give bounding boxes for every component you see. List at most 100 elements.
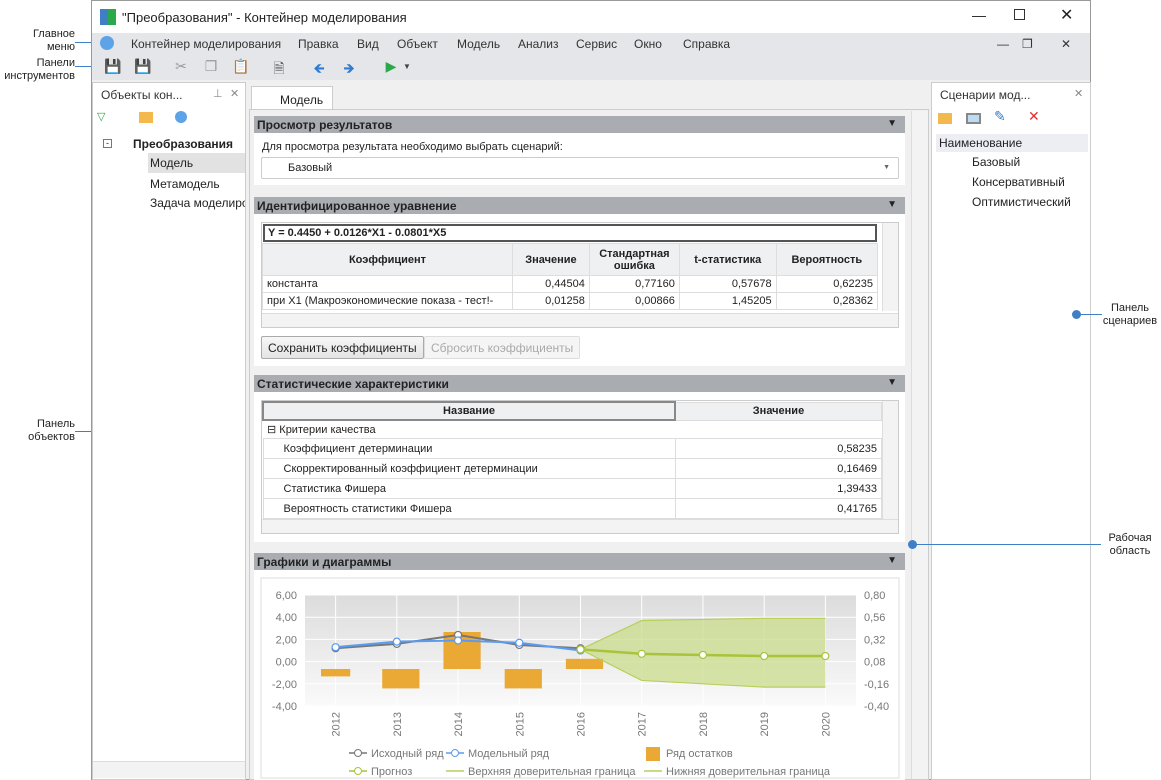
- cell: 1,45205: [678, 292, 777, 310]
- table-row[interactable]: Статистика Фишера 1,39433: [262, 478, 882, 499]
- mdi-restore-button[interactable]: ❐: [1022, 37, 1033, 51]
- save-all-icon[interactable]: 💾: [134, 58, 152, 74]
- menu-item[interactable]: Объект: [397, 37, 438, 51]
- table-row[interactable]: Вероятность статистики Фишера 0,41765: [262, 498, 882, 519]
- tree-item-task[interactable]: Задача моделиро: [150, 196, 245, 210]
- column-header-name[interactable]: Наименование: [936, 134, 1088, 152]
- scenario-select[interactable]: Базовый ▼: [261, 157, 899, 179]
- folder-icon[interactable]: [139, 112, 153, 123]
- charts-section-header[interactable]: Графики и диаграммы ▼: [254, 553, 905, 570]
- tree-collapse-icon[interactable]: -: [103, 139, 112, 148]
- annotation-line: [916, 544, 1101, 545]
- tree-item-metamodel[interactable]: Метамодель: [150, 177, 220, 191]
- legend-label: Нижняя доверительная граница: [666, 766, 831, 778]
- menu-item[interactable]: Окно: [634, 37, 662, 51]
- equation-section-header[interactable]: Идентифицированное уравнение ▼: [254, 197, 905, 214]
- cell: Статистика Фишера: [262, 478, 676, 499]
- mdi-close-button[interactable]: ✕: [1061, 37, 1072, 51]
- edit-icon[interactable]: ✎: [994, 108, 1006, 124]
- collapse-icon[interactable]: ⊟: [267, 424, 280, 436]
- scenario-item[interactable]: Оптимистический: [972, 195, 1071, 209]
- menu-item[interactable]: Анализ: [518, 37, 559, 51]
- table-row[interactable]: при X1 (Макроэкономические показа - тест…: [262, 292, 879, 310]
- collapse-icon[interactable]: ▼: [887, 555, 897, 566]
- y-tick-label: -4,00: [272, 701, 297, 713]
- column-header[interactable]: Вероятность: [775, 243, 879, 276]
- maximize-button[interactable]: [1014, 9, 1025, 20]
- menu-logo-icon[interactable]: [100, 36, 114, 50]
- collapse-icon[interactable]: ▼: [887, 199, 897, 210]
- scenario-icon[interactable]: [966, 113, 981, 124]
- properties-icon[interactable]: 🗎: [273, 60, 285, 76]
- filter-icon[interactable]: ▽: [97, 111, 106, 123]
- stats-grid: Название Значение ⊟ Критерии качества Коэ…: [261, 400, 899, 534]
- close-button[interactable]: ✕: [1060, 7, 1074, 24]
- column-header[interactable]: Значение: [674, 401, 882, 421]
- vertical-scrollbar[interactable]: [882, 401, 898, 519]
- delete-icon[interactable]: ✕: [1028, 108, 1040, 124]
- scenario-item[interactable]: Консервативный: [972, 175, 1065, 189]
- equation-formula: Y = 0.4450 + 0.0126*X1 - 0.0801*X5: [263, 224, 877, 242]
- menu-item[interactable]: Сервис: [576, 37, 618, 51]
- menu-item[interactable]: Справка: [683, 37, 731, 51]
- collapse-icon[interactable]: ▼: [887, 118, 897, 129]
- table-row[interactable]: константа 0,44504 0,77160 0,57678 0,62235: [262, 275, 879, 293]
- legend-label: Исходный ряд: [371, 748, 444, 760]
- menu-item[interactable]: Модель: [457, 37, 501, 51]
- workspace-vertical-scrollbar[interactable]: [911, 111, 928, 779]
- stats-section: Название Значение ⊟ Критерии качества Коэ…: [254, 392, 905, 542]
- scenario-prompt: Для просмотра результата необходимо выбр…: [262, 141, 563, 153]
- save-icon[interactable]: 💾: [104, 58, 122, 74]
- column-header[interactable]: Стандартная ошибка: [588, 243, 680, 276]
- model-icon[interactable]: [175, 111, 187, 123]
- column-header[interactable]: Название: [262, 401, 676, 421]
- tree-item-model[interactable]: Модель: [148, 153, 245, 173]
- collapse-icon[interactable]: ▼: [887, 377, 897, 388]
- panel-close-icon[interactable]: ✕: [230, 88, 240, 100]
- data-point: [698, 650, 708, 660]
- mdi-minimize-button[interactable]: —: [997, 37, 1009, 51]
- horizontal-scrollbar[interactable]: [93, 761, 245, 778]
- results-section-header[interactable]: Просмотр результатов ▼: [254, 116, 905, 133]
- table-row[interactable]: Коэффициент детерминации 0,58235: [262, 438, 882, 459]
- copy-icon[interactable]: ❐: [204, 58, 218, 74]
- paste-icon[interactable]: 📋: [232, 58, 250, 74]
- horizontal-scrollbar[interactable]: [262, 313, 898, 327]
- scenario-item[interactable]: Базовый: [972, 155, 1021, 169]
- panel-close-icon[interactable]: ✕: [1074, 88, 1084, 100]
- stats-section-header[interactable]: Статистические характеристики ▼: [254, 375, 905, 392]
- annotation-main-menu: Главное меню: [32, 28, 75, 53]
- vertical-scrollbar[interactable]: [882, 223, 898, 311]
- tree-root[interactable]: Преобразования: [133, 137, 234, 151]
- save-coefficients-button[interactable]: Сохранить коэффициенты: [261, 336, 424, 359]
- table-row[interactable]: Скорректированный коэффициент детерминац…: [262, 458, 882, 479]
- legend-label: Ряд остатков: [666, 748, 733, 760]
- run-dropdown-icon[interactable]: ▼: [403, 62, 411, 71]
- back-arrow-icon[interactable]: 🡸: [313, 60, 325, 76]
- run-icon[interactable]: ▶: [385, 58, 397, 74]
- menu-item[interactable]: Вид: [357, 37, 379, 51]
- cell: 0,01258: [512, 292, 590, 310]
- cell: константа: [262, 275, 513, 293]
- horizontal-scrollbar[interactable]: [262, 519, 898, 533]
- cell: 1,39433: [674, 478, 882, 499]
- menu-item[interactable]: Контейнер моделирования: [131, 37, 282, 51]
- column-header[interactable]: t-статистика: [678, 243, 777, 276]
- forward-arrow-icon[interactable]: 🡺: [343, 60, 355, 76]
- column-header[interactable]: Значение: [512, 243, 590, 276]
- pin-icon[interactable]: ⊥: [213, 88, 223, 100]
- group-row[interactable]: ⊟ Критерии качества: [263, 420, 882, 439]
- menu-item[interactable]: Правка: [298, 37, 339, 51]
- data-point: [453, 636, 463, 645]
- folder-icon[interactable]: [938, 113, 952, 124]
- x-tick-label: 2018: [698, 712, 710, 736]
- annotation-line: [75, 431, 105, 432]
- minimize-button[interactable]: —: [972, 7, 986, 23]
- column-header[interactable]: Коэффициент: [262, 243, 513, 276]
- y2-tick-label: 0,56: [864, 612, 885, 624]
- cut-icon[interactable]: ✂: [175, 58, 187, 74]
- tab-model[interactable]: Модель: [251, 86, 333, 110]
- scenario-select-value: Базовый: [288, 162, 333, 174]
- cell: 0,28362: [775, 292, 879, 310]
- reset-coefficients-button[interactable]: Сбросить коэффициенты: [424, 336, 581, 359]
